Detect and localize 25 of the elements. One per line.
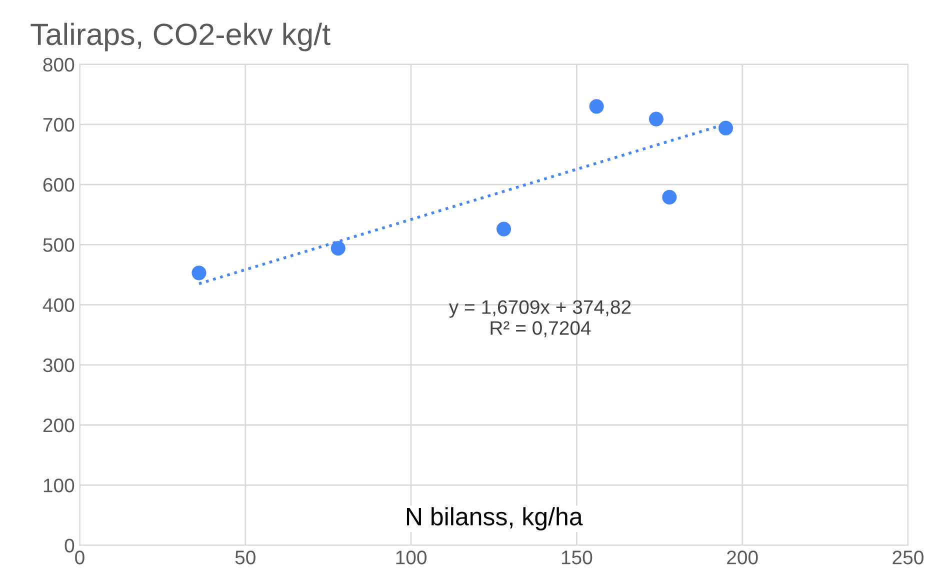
x-tick-label: 50: [235, 550, 256, 564]
x-tick-label: 100: [396, 550, 426, 564]
point: [496, 222, 512, 236]
annotation: y = 1,6709x + 374,82 R² = 0,7204: [448, 300, 631, 338]
x-tick-label: 250: [892, 550, 924, 564]
x-axis-title: N bilanss, kg/ha: [406, 507, 583, 530]
x-tick-label: 200: [727, 550, 758, 564]
point: [718, 120, 734, 136]
y-tick-label: 0: [64, 538, 74, 552]
y-tick-label: 600: [43, 178, 74, 192]
point: [648, 112, 664, 126]
y-tick-label: 500: [43, 238, 74, 252]
y-tick-label: 700: [43, 118, 74, 132]
x-tick-label: 150: [562, 550, 592, 564]
chart-title: Taliraps, CO2-ekv kg/t: [30, 22, 330, 52]
point: [589, 99, 604, 114]
point: [330, 241, 346, 256]
point: [192, 266, 206, 280]
y-tick-label: 100: [44, 478, 74, 492]
y-tick-label: 400: [42, 298, 74, 312]
y-tick-label: 300: [43, 358, 74, 372]
point: [662, 190, 677, 204]
y-tick-label: 800: [43, 58, 74, 72]
x-tick-label: 0: [75, 550, 84, 564]
y-tick-label: 200: [43, 418, 74, 432]
